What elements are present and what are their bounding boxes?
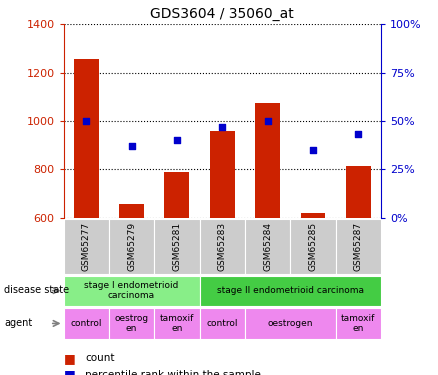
Bar	[154, 308, 200, 339]
Text: GSM65285: GSM65285	[308, 222, 318, 271]
Text: percentile rank within the sample: percentile rank within the sample	[85, 370, 261, 375]
Text: oestrogen: oestrogen	[268, 319, 313, 328]
Text: oestrog
en: oestrog en	[114, 314, 148, 333]
Bar	[245, 219, 290, 274]
Bar	[64, 308, 109, 339]
Text: GSM65284: GSM65284	[263, 222, 272, 271]
Bar	[255, 103, 280, 218]
Bar	[119, 204, 144, 218]
Point	[310, 147, 317, 153]
Bar	[336, 308, 381, 339]
Bar	[200, 276, 381, 306]
Text: GSM65283: GSM65283	[218, 222, 227, 271]
Text: count: count	[85, 353, 115, 363]
Text: GSM65287: GSM65287	[354, 222, 363, 271]
Point	[173, 137, 180, 143]
Bar	[200, 308, 245, 339]
Text: stage II endometrioid carcinoma: stage II endometrioid carcinoma	[217, 286, 364, 295]
Bar	[210, 130, 235, 218]
Bar	[109, 308, 154, 339]
Point	[83, 118, 90, 124]
Bar	[290, 219, 336, 274]
Point	[264, 118, 271, 124]
Point	[355, 132, 362, 138]
Bar	[336, 219, 381, 274]
Text: tamoxif
en: tamoxif en	[160, 314, 194, 333]
Text: disease state: disease state	[4, 285, 70, 295]
Text: agent: agent	[4, 318, 32, 327]
Text: control: control	[71, 319, 102, 328]
Bar	[300, 213, 325, 217]
Bar	[245, 308, 336, 339]
Text: ■: ■	[64, 352, 75, 364]
Text: control: control	[207, 319, 238, 328]
Text: GSM65281: GSM65281	[173, 222, 181, 271]
Bar	[346, 166, 371, 218]
Bar	[164, 172, 189, 217]
Bar	[109, 219, 154, 274]
Title: GDS3604 / 35060_at: GDS3604 / 35060_at	[150, 7, 294, 21]
Text: ■: ■	[64, 369, 75, 375]
Text: GSM65277: GSM65277	[82, 222, 91, 271]
Bar	[200, 219, 245, 274]
Point	[219, 124, 226, 130]
Text: tamoxif
en: tamoxif en	[341, 314, 375, 333]
Text: stage I endometrioid
carcinoma: stage I endometrioid carcinoma	[85, 281, 179, 300]
Bar	[64, 219, 109, 274]
Point	[128, 143, 135, 149]
Bar	[64, 276, 200, 306]
Text: GSM65279: GSM65279	[127, 222, 136, 271]
Bar	[154, 219, 200, 274]
Bar	[74, 59, 99, 217]
